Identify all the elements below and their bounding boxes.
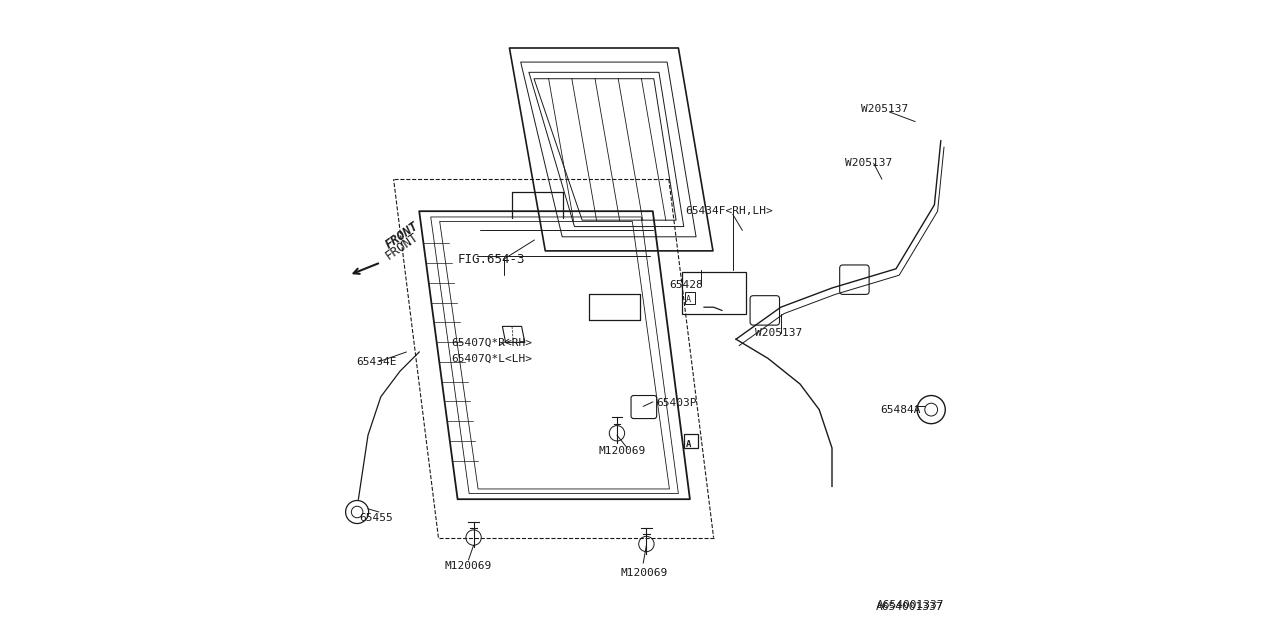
Text: 65407Q*L<LH>: 65407Q*L<LH> bbox=[452, 353, 532, 364]
Bar bbox=[685, 292, 695, 304]
Text: M120069: M120069 bbox=[599, 446, 645, 456]
Text: 65403P: 65403P bbox=[657, 398, 696, 408]
Text: 65484A: 65484A bbox=[881, 404, 920, 415]
Text: 65434F<RH,LH>: 65434F<RH,LH> bbox=[685, 206, 773, 216]
Text: W205137: W205137 bbox=[755, 328, 803, 338]
Text: 65434E: 65434E bbox=[356, 356, 397, 367]
Text: M120069: M120069 bbox=[621, 568, 668, 578]
Text: W205137: W205137 bbox=[845, 158, 892, 168]
Text: 65407Q*R<RH>: 65407Q*R<RH> bbox=[452, 337, 532, 348]
Text: A: A bbox=[686, 440, 691, 449]
Bar bbox=[684, 434, 698, 448]
Text: W205137: W205137 bbox=[860, 104, 908, 114]
Text: FRONT: FRONT bbox=[383, 219, 421, 252]
Text: FRONT: FRONT bbox=[383, 230, 421, 262]
Text: A: A bbox=[686, 295, 691, 304]
Text: A654001337: A654001337 bbox=[876, 602, 943, 612]
Text: FIG.654-3: FIG.654-3 bbox=[458, 253, 525, 266]
Text: 65428: 65428 bbox=[668, 280, 703, 290]
Text: M120069: M120069 bbox=[445, 561, 492, 572]
Bar bbox=[681, 272, 745, 314]
Text: A654001337: A654001337 bbox=[877, 600, 945, 610]
Text: 65455: 65455 bbox=[360, 513, 393, 524]
